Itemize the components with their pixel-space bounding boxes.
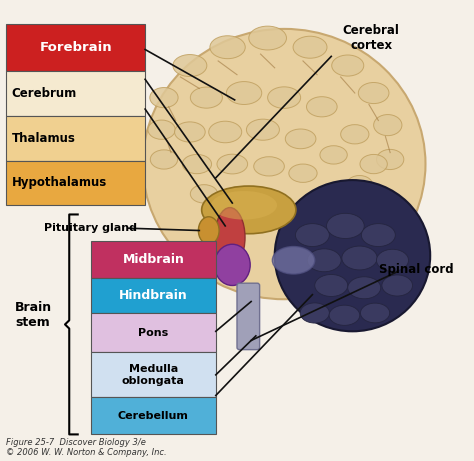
FancyBboxPatch shape [91,241,216,278]
Ellipse shape [295,224,329,247]
Text: Pituitary gland: Pituitary gland [44,223,137,233]
FancyBboxPatch shape [91,278,216,313]
Ellipse shape [300,303,329,323]
Ellipse shape [273,247,315,274]
FancyBboxPatch shape [6,24,145,71]
Text: Spinal cord: Spinal cord [379,263,453,276]
Text: Medulla
oblongata: Medulla oblongata [122,364,185,386]
Ellipse shape [293,36,327,58]
Ellipse shape [214,244,250,285]
Ellipse shape [307,97,337,117]
Ellipse shape [361,224,395,247]
Ellipse shape [210,36,245,59]
Ellipse shape [318,188,344,205]
Text: Cerebrum: Cerebrum [12,87,77,100]
Ellipse shape [315,274,348,296]
Ellipse shape [227,82,262,105]
FancyBboxPatch shape [6,160,145,205]
FancyBboxPatch shape [6,116,145,160]
Ellipse shape [376,249,409,271]
Text: Forebrain: Forebrain [39,41,112,54]
Text: Midbrain: Midbrain [122,254,184,266]
Text: Cerebral
cortex: Cerebral cortex [343,24,400,52]
Ellipse shape [198,217,219,244]
Text: Hindbrain: Hindbrain [119,289,188,302]
Text: Brain
stem: Brain stem [14,301,52,329]
FancyBboxPatch shape [6,71,145,116]
Ellipse shape [341,124,369,144]
Ellipse shape [191,185,218,203]
Ellipse shape [285,129,316,149]
Ellipse shape [209,121,242,143]
Ellipse shape [150,150,178,169]
FancyBboxPatch shape [237,283,260,349]
Ellipse shape [360,154,387,174]
Ellipse shape [217,154,247,174]
FancyBboxPatch shape [91,397,216,434]
Ellipse shape [374,115,402,136]
Ellipse shape [246,119,279,140]
Ellipse shape [249,26,286,50]
Ellipse shape [320,146,347,164]
Ellipse shape [332,55,364,76]
Ellipse shape [150,88,178,108]
Ellipse shape [173,54,207,77]
Ellipse shape [211,191,277,219]
Ellipse shape [342,246,377,270]
FancyBboxPatch shape [91,353,216,397]
Ellipse shape [360,303,390,323]
Text: Thalamus: Thalamus [12,132,76,145]
Ellipse shape [275,180,430,331]
Ellipse shape [382,275,412,296]
Ellipse shape [329,305,360,325]
Text: Pons: Pons [138,328,168,338]
Ellipse shape [358,83,389,104]
Ellipse shape [174,122,205,142]
Ellipse shape [307,249,341,272]
Ellipse shape [348,277,381,299]
Ellipse shape [223,187,251,205]
Ellipse shape [376,149,404,170]
Ellipse shape [201,186,296,234]
Ellipse shape [143,29,426,299]
Ellipse shape [182,154,211,174]
Ellipse shape [215,207,245,267]
Text: Hypothalamus: Hypothalamus [12,177,107,189]
Ellipse shape [268,87,301,108]
Ellipse shape [256,190,283,207]
Ellipse shape [191,87,222,108]
Text: Figure 25-7  Discover Biology 3/e
© 2006 W. W. Norton & Company, Inc.: Figure 25-7 Discover Biology 3/e © 2006 … [6,438,167,457]
Ellipse shape [148,120,175,139]
Text: Cerebellum: Cerebellum [118,411,189,421]
FancyBboxPatch shape [91,313,216,353]
Ellipse shape [254,157,284,176]
Ellipse shape [346,176,373,194]
Ellipse shape [327,213,364,238]
Ellipse shape [289,164,317,183]
